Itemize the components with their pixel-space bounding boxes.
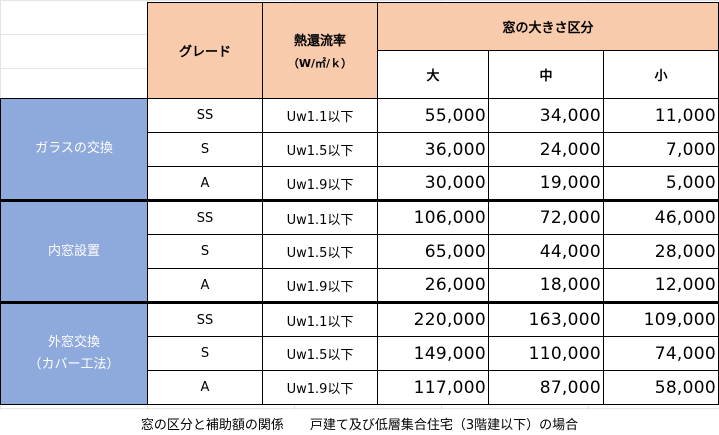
amount-large-cell[interactable]: 65,000 bbox=[377, 234, 489, 269]
category-cell[interactable]: 外窓交換 （カバー工法） bbox=[0, 301, 148, 405]
grade-cell[interactable]: S bbox=[147, 336, 263, 371]
table-row: A Uw1.9以下 117,000 87,000 58,000 bbox=[1, 370, 719, 405]
grade-cell[interactable]: SS bbox=[147, 199, 263, 235]
heat-rate-cell[interactable]: Uw1.1以下 bbox=[262, 301, 378, 337]
category-label: ガラスの交換 bbox=[35, 141, 113, 156]
amount-large-cell[interactable]: 106,000 bbox=[377, 199, 489, 235]
amount-large-cell[interactable]: 117,000 bbox=[377, 370, 489, 405]
category-label: 外窓交換 bbox=[47, 335, 100, 350]
amount-medium-cell[interactable]: 87,000 bbox=[488, 370, 604, 405]
table-row: A Uw1.9以下 26,000 18,000 12,000 bbox=[1, 268, 719, 303]
category-label: （カバー工法） bbox=[28, 357, 120, 372]
amount-large-cell[interactable]: 36,000 bbox=[377, 132, 489, 167]
amount-small-cell[interactable]: 46,000 bbox=[603, 199, 719, 235]
grade-header[interactable]: グレード bbox=[147, 2, 263, 99]
table-body: ガラスの交換 SS Uw1.1以下 55,000 34,000 11,000 S Uw1.5以… bbox=[0, 98, 719, 405]
amount-small-cell[interactable]: 74,000 bbox=[603, 336, 719, 371]
table-row: S Uw1.5以下 149,000 110,000 74,000 bbox=[1, 336, 719, 371]
amount-medium-cell[interactable]: 44,000 bbox=[488, 234, 604, 269]
category-cell[interactable]: ガラスの交換 bbox=[0, 98, 148, 201]
amount-small-cell[interactable]: 5,000 bbox=[603, 166, 719, 201]
grade-cell[interactable]: S bbox=[147, 132, 263, 167]
grade-cell[interactable]: A bbox=[147, 268, 263, 303]
size-header-large[interactable]: 大 bbox=[377, 50, 489, 99]
grade-cell[interactable]: A bbox=[147, 370, 263, 405]
table-row: ガラスの交換 SS Uw1.1以下 55,000 34,000 11,000 bbox=[0, 98, 719, 201]
heat-rate-cell[interactable]: Uw1.1以下 bbox=[262, 199, 378, 235]
size-group-header[interactable]: 窓の大きさ区分 bbox=[377, 2, 719, 51]
amount-small-cell[interactable]: 11,000 bbox=[603, 98, 719, 133]
header-row-2: 大 中 小 bbox=[1, 50, 719, 99]
amount-medium-cell[interactable]: 163,000 bbox=[488, 301, 604, 337]
header-row-1: グレード 熱還流率 （W/㎡/ｋ） 窓の大きさ区分 bbox=[1, 2, 719, 99]
heat-rate-title: 熱還流率 bbox=[293, 34, 346, 49]
amount-small-cell[interactable]: 12,000 bbox=[603, 268, 719, 303]
heat-rate-cell[interactable]: Uw1.9以下 bbox=[262, 166, 378, 201]
grade-cell[interactable]: SS bbox=[147, 301, 263, 337]
table-caption: 窓の区分と補助額の関係 戸建て及び低層集合住宅（3階建以下）の場合 bbox=[140, 418, 579, 433]
grade-cell[interactable]: SS bbox=[147, 98, 263, 133]
amount-large-cell[interactable]: 149,000 bbox=[377, 336, 489, 371]
amount-large-cell[interactable]: 26,000 bbox=[377, 268, 489, 303]
grade-cell[interactable]: S bbox=[147, 234, 263, 269]
heat-rate-unit: （W/㎡/ｋ） bbox=[287, 57, 353, 70]
amount-small-cell[interactable]: 109,000 bbox=[603, 301, 719, 337]
heat-rate-header[interactable]: 熱還流率 （W/㎡/ｋ） bbox=[262, 2, 378, 99]
amount-large-cell[interactable]: 30,000 bbox=[377, 166, 489, 201]
size-header-small[interactable]: 小 bbox=[603, 50, 719, 99]
empty-corner-cell[interactable] bbox=[1, 3, 148, 99]
heat-rate-cell[interactable]: Uw1.5以下 bbox=[262, 234, 378, 269]
amount-medium-cell[interactable]: 24,000 bbox=[488, 132, 604, 167]
amount-small-cell[interactable]: 28,000 bbox=[603, 234, 719, 269]
category-cell[interactable]: 内窓設置 bbox=[0, 199, 148, 303]
amount-small-cell[interactable]: 58,000 bbox=[603, 370, 719, 405]
category-label: 内窓設置 bbox=[47, 243, 100, 259]
table-row: S Uw1.5以下 36,000 24,000 7,000 bbox=[1, 132, 719, 167]
heat-rate-cell[interactable]: Uw1.9以下 bbox=[262, 268, 378, 303]
subsidy-table: グレード 熱還流率 （W/㎡/ｋ） 窓の大きさ区分 大 中 小 ガラスの交換 SS… bbox=[0, 2, 719, 405]
amount-large-cell[interactable]: 55,000 bbox=[377, 98, 489, 133]
heat-rate-cell[interactable]: Uw1.1以下 bbox=[262, 98, 378, 133]
size-header-medium[interactable]: 中 bbox=[488, 50, 604, 99]
heat-rate-cell[interactable]: Uw1.5以下 bbox=[262, 132, 378, 167]
heat-rate-cell[interactable]: Uw1.9以下 bbox=[262, 370, 378, 405]
amount-small-cell[interactable]: 7,000 bbox=[603, 132, 719, 167]
heat-rate-cell[interactable]: Uw1.5以下 bbox=[262, 336, 378, 371]
amount-medium-cell[interactable]: 18,000 bbox=[488, 268, 604, 303]
grade-cell[interactable]: A bbox=[147, 166, 263, 201]
amount-medium-cell[interactable]: 72,000 bbox=[488, 199, 604, 235]
amount-medium-cell[interactable]: 34,000 bbox=[488, 98, 604, 133]
table-row: 内窓設置 SS Uw1.1以下 106,000 72,000 46,000 bbox=[0, 199, 719, 303]
amount-large-cell[interactable]: 220,000 bbox=[377, 301, 489, 337]
amount-medium-cell[interactable]: 19,000 bbox=[488, 166, 604, 201]
table-row: 外窓交換 （カバー工法） SS Uw1.1以下 220,000 163,000 109,00… bbox=[0, 301, 719, 405]
amount-medium-cell[interactable]: 110,000 bbox=[488, 336, 604, 371]
